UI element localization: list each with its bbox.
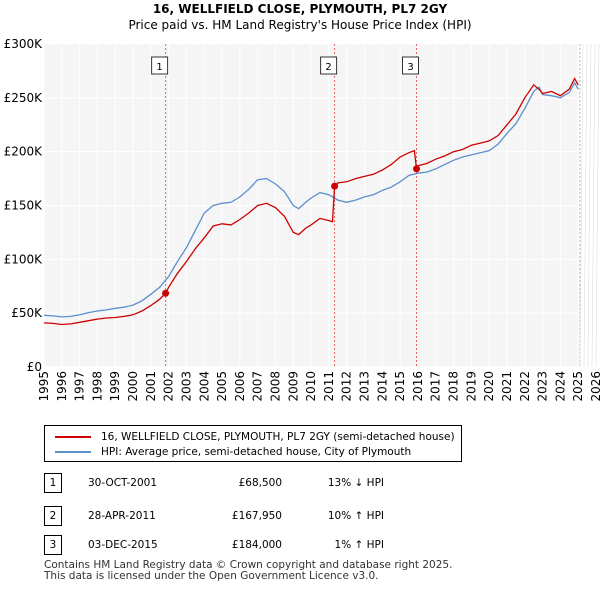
x-tick-label: 2008 <box>268 371 282 402</box>
x-tick-label: 2019 <box>464 371 478 402</box>
transaction-price: £184,000 <box>231 539 282 551</box>
future-hatch <box>587 43 592 368</box>
legend-item-hpi: HPI: Average price, semi-detached house,… <box>55 444 411 460</box>
y-tick-label: £250K <box>4 91 44 105</box>
x-tick-label: 2021 <box>500 371 514 402</box>
transaction-number: 3 <box>44 535 62 555</box>
price-chart: 16, WELLFIELD CLOSE, PLYMOUTH, PL7 2GY P… <box>4 2 600 402</box>
transaction-number-label: 3 <box>407 62 413 73</box>
y-tick-label: £150K <box>4 199 44 213</box>
x-tick-label: 2000 <box>126 371 140 402</box>
x-tick-label: 2012 <box>340 371 354 402</box>
property-price-line <box>43 77 579 326</box>
y-tick-label: £50K <box>11 306 43 320</box>
x-tick-label: 2006 <box>233 371 247 402</box>
x-tick-label: 2011 <box>322 371 336 402</box>
x-tick-label: 2010 <box>304 371 318 402</box>
transaction-number-box <box>320 56 338 75</box>
transaction-number-label: 1 <box>156 62 162 73</box>
transaction-price: £68,500 <box>238 477 282 489</box>
x-tick-label: 2022 <box>518 371 532 402</box>
transaction-price: £167,950 <box>231 510 282 522</box>
x-tick-label: 2016 <box>411 371 425 402</box>
x-tick-label: 2005 <box>215 371 229 402</box>
transaction-number-label: 2 <box>325 62 331 73</box>
x-tick-label: 2004 <box>197 371 211 402</box>
chart-subtitle: Price paid vs. HM Land Registry's House … <box>128 18 471 32</box>
future-hatch <box>591 43 596 368</box>
x-tick-label: 1997 <box>73 371 87 402</box>
transaction-number-box <box>151 56 169 75</box>
x-tick-label: 1995 <box>37 371 51 402</box>
transaction-number-box <box>402 56 420 75</box>
x-tick-label: 2014 <box>375 371 389 402</box>
legend-label-property: 16, WELLFIELD CLOSE, PLYMOUTH, PL7 2GY (… <box>101 431 455 443</box>
transaction-point <box>413 165 421 173</box>
x-tick-label: 2003 <box>179 371 193 402</box>
legend: 16, WELLFIELD CLOSE, PLYMOUTH, PL7 2GY (… <box>44 425 462 462</box>
legend-label-hpi: HPI: Average price, semi-detached house,… <box>101 446 412 458</box>
y-tick-label: £0 <box>27 360 42 374</box>
x-tick-label: 2015 <box>393 371 407 402</box>
y-tick-label: £300K <box>4 37 44 51</box>
x-tick-label: 2013 <box>358 371 372 402</box>
legend-swatch-red <box>55 436 91 438</box>
transaction-hpi: 13% ↓ HPI <box>327 477 384 489</box>
legend-item-property: 16, WELLFIELD CLOSE, PLYMOUTH, PL7 2GY (… <box>55 429 455 445</box>
transaction-point <box>331 182 339 190</box>
x-tick-label: 2023 <box>536 371 550 402</box>
future-hatch <box>595 43 600 368</box>
hpi-line <box>43 81 579 318</box>
x-tick-label: 2009 <box>286 371 300 402</box>
x-tick-label: 1998 <box>90 371 104 402</box>
chart-title: 16, WELLFIELD CLOSE, PLYMOUTH, PL7 2GY <box>153 2 448 16</box>
footer-licence: This data is licensed under the Open Gov… <box>44 570 379 582</box>
x-tick-label: 2002 <box>162 371 176 402</box>
transaction-date: 30-OCT-2001 <box>88 477 157 489</box>
x-tick-label: 2020 <box>482 371 496 402</box>
footer-copyright: Contains HM Land Registry data © Crown c… <box>44 559 453 571</box>
x-tick-label: 2007 <box>251 371 265 402</box>
future-hatch <box>583 43 588 368</box>
x-tick-label: 2001 <box>144 371 158 402</box>
transaction-point <box>162 289 170 297</box>
transaction-number: 1 <box>44 473 62 493</box>
x-tick-label: 2024 <box>553 371 567 402</box>
x-tick-label: 2026 <box>589 371 600 402</box>
x-tick-label: 2025 <box>571 371 585 402</box>
transaction-number: 2 <box>44 506 62 526</box>
transaction-hpi: 1% ↑ HPI <box>334 539 384 551</box>
x-tick-label: 1996 <box>55 371 69 402</box>
transaction-date: 28-APR-2011 <box>88 510 156 522</box>
x-tick-label: 1999 <box>108 371 122 402</box>
x-tick-label: 2017 <box>429 371 443 402</box>
future-hatch <box>579 43 584 368</box>
y-tick-label: £100K <box>4 252 44 266</box>
y-tick-label: £200K <box>4 145 44 159</box>
legend-swatch-blue <box>55 451 91 453</box>
transaction-hpi: 10% ↑ HPI <box>327 510 384 522</box>
transaction-date: 03-DEC-2015 <box>88 539 158 551</box>
footer: Contains HM Land Registry data © Crown c… <box>44 560 452 582</box>
x-tick-label: 2018 <box>447 371 461 402</box>
